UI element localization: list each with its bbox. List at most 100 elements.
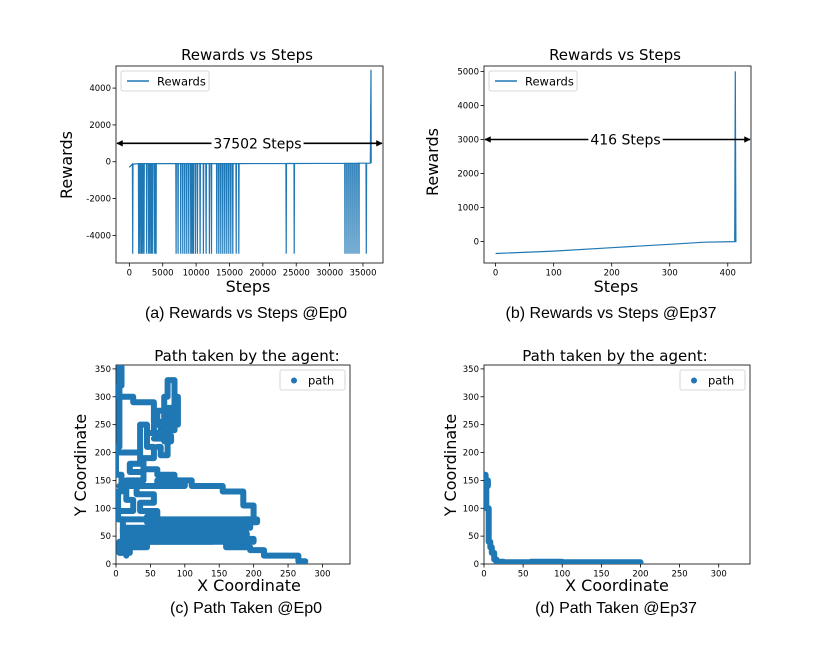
- x-tick-label: 5000: [152, 269, 174, 279]
- chart-c: 0 50 100 150 200 250 300 0 50 100 150 200 250 300 350 p…: [71, 347, 351, 617]
- figure-caption: (a) Rewards vs Steps @Ep0: [145, 305, 347, 322]
- x-tick-label: 100: [177, 570, 193, 580]
- y-tick-label: 2000: [89, 121, 111, 131]
- y-tick-label: 0: [474, 238, 479, 248]
- legend: Rewards: [488, 70, 578, 92]
- x-tick-label: 100: [546, 269, 562, 279]
- y-tick-label: -2000: [86, 195, 111, 205]
- legend-label: Rewards: [525, 75, 574, 89]
- plot-frame: [115, 65, 384, 264]
- y-tick-label: 4000: [457, 101, 479, 111]
- figure-caption: (d) Path Taken @Ep37: [535, 600, 697, 617]
- y-tick-label: 300: [463, 393, 479, 403]
- y-tick-label: 200: [463, 449, 479, 459]
- x-tick-label: 300: [662, 269, 678, 279]
- y-axis-label: Y Coordinate: [71, 414, 90, 518]
- chart-title: Path taken by the agent:: [154, 347, 339, 365]
- x-tick-label: 0: [113, 570, 118, 580]
- x-tick-label: 25000: [283, 269, 310, 279]
- x-tick-label: 0: [493, 269, 498, 279]
- figure-caption: (b) Rewards vs Steps @Ep37: [506, 305, 717, 322]
- x-tick-label: 200: [632, 570, 648, 580]
- plot-area: [484, 471, 644, 564]
- x-tick-label: 20000: [249, 269, 276, 279]
- x-tick-label: 50: [145, 570, 156, 580]
- steps-annotation: 37502 Steps: [213, 136, 301, 152]
- path-points: [116, 407, 168, 456]
- figure-caption: (c) Path Taken @Ep0: [170, 600, 322, 617]
- chart-d: 0 50 100 150 200 250 300 0 50 100 150 200 250 300 350 p…: [441, 347, 751, 617]
- y-tick-label: -4000: [86, 231, 111, 241]
- legend-box: [488, 70, 578, 92]
- x-tick-label: 15000: [216, 269, 243, 279]
- y-tick-label: 300: [95, 393, 111, 403]
- legend-box: [279, 369, 346, 391]
- legend-box: [120, 70, 210, 92]
- x-tick-label: 300: [314, 570, 330, 580]
- y-tick-label: 5000: [457, 67, 479, 77]
- x-tick-label: 300: [711, 570, 727, 580]
- legend-label: path: [708, 374, 734, 388]
- x-axis-label: Steps: [226, 277, 271, 296]
- legend-label: path: [308, 374, 334, 388]
- x-tick-label: 150: [593, 570, 609, 580]
- y-tick-label: 250: [95, 421, 111, 431]
- y-axis-label: Y Coordinate: [441, 414, 460, 518]
- x-tick-label: 10000: [183, 269, 210, 279]
- plot-frame: [483, 364, 751, 565]
- plot-area: [495, 71, 737, 255]
- x-tick-label: 35000: [349, 269, 376, 279]
- y-axis-label: Rewards: [57, 131, 76, 199]
- legend: path: [279, 369, 346, 391]
- y-tick-label: 50: [100, 532, 111, 542]
- chart-title: Rewards vs Steps: [549, 46, 681, 64]
- legend: path: [679, 369, 746, 391]
- steps-annotation: 416 Steps: [590, 132, 660, 148]
- y-tick-label: 2000: [457, 170, 479, 180]
- y-tick-label: 350: [463, 365, 479, 375]
- x-tick-label: 400: [720, 269, 736, 279]
- plot-frame: [483, 65, 752, 264]
- path-points: [119, 477, 188, 489]
- annotation-background: [211, 136, 304, 153]
- legend-box: [679, 369, 746, 391]
- y-tick-label: 150: [95, 476, 111, 486]
- x-tick-label: 200: [246, 570, 262, 580]
- x-tick-label: 30000: [316, 269, 343, 279]
- legend-label: Rewards: [157, 75, 206, 89]
- series-line-rewards: [128, 69, 372, 254]
- legend: Rewards: [120, 70, 210, 92]
- y-tick-label: 1000: [457, 204, 479, 214]
- x-tick-label: 0: [481, 570, 486, 580]
- x-tick-label: 150: [211, 570, 227, 580]
- y-tick-label: 3000: [457, 135, 479, 145]
- x-tick-label: 200: [604, 269, 620, 279]
- plot-area: [116, 365, 309, 564]
- y-tick-label: 50: [468, 532, 479, 542]
- chart-title: Path taken by the agent:: [522, 347, 707, 365]
- x-tick-label: 0: [127, 269, 132, 279]
- path-points: [154, 430, 175, 459]
- x-tick-label: 100: [554, 570, 570, 580]
- y-tick-label: 0: [106, 560, 111, 570]
- path-points: [484, 471, 644, 564]
- chart-title: Rewards vs Steps: [181, 46, 313, 64]
- y-tick-label: 100: [463, 504, 479, 514]
- y-axis-label: Rewards: [423, 128, 442, 196]
- y-tick-label: 150: [463, 476, 479, 486]
- x-tick-label: 250: [671, 570, 687, 580]
- annotation-background: [588, 132, 663, 149]
- y-tick-label: 200: [95, 449, 111, 459]
- x-tick-label: 250: [280, 570, 296, 580]
- y-tick-label: 250: [463, 421, 479, 431]
- y-tick-label: 0: [106, 158, 111, 168]
- plot-area: [128, 69, 372, 254]
- series-line-rewards: [495, 71, 737, 255]
- y-tick-label: 0: [474, 560, 479, 570]
- legend-dot-swatch: [691, 377, 697, 384]
- x-axis-label: Steps: [594, 277, 639, 296]
- x-axis-label: X Coordinate: [197, 576, 301, 595]
- chart-a: 0 5000 10000 15000 20000 25000 30000 35000-4000…: [57, 46, 384, 322]
- y-tick-label: 4000: [89, 84, 111, 94]
